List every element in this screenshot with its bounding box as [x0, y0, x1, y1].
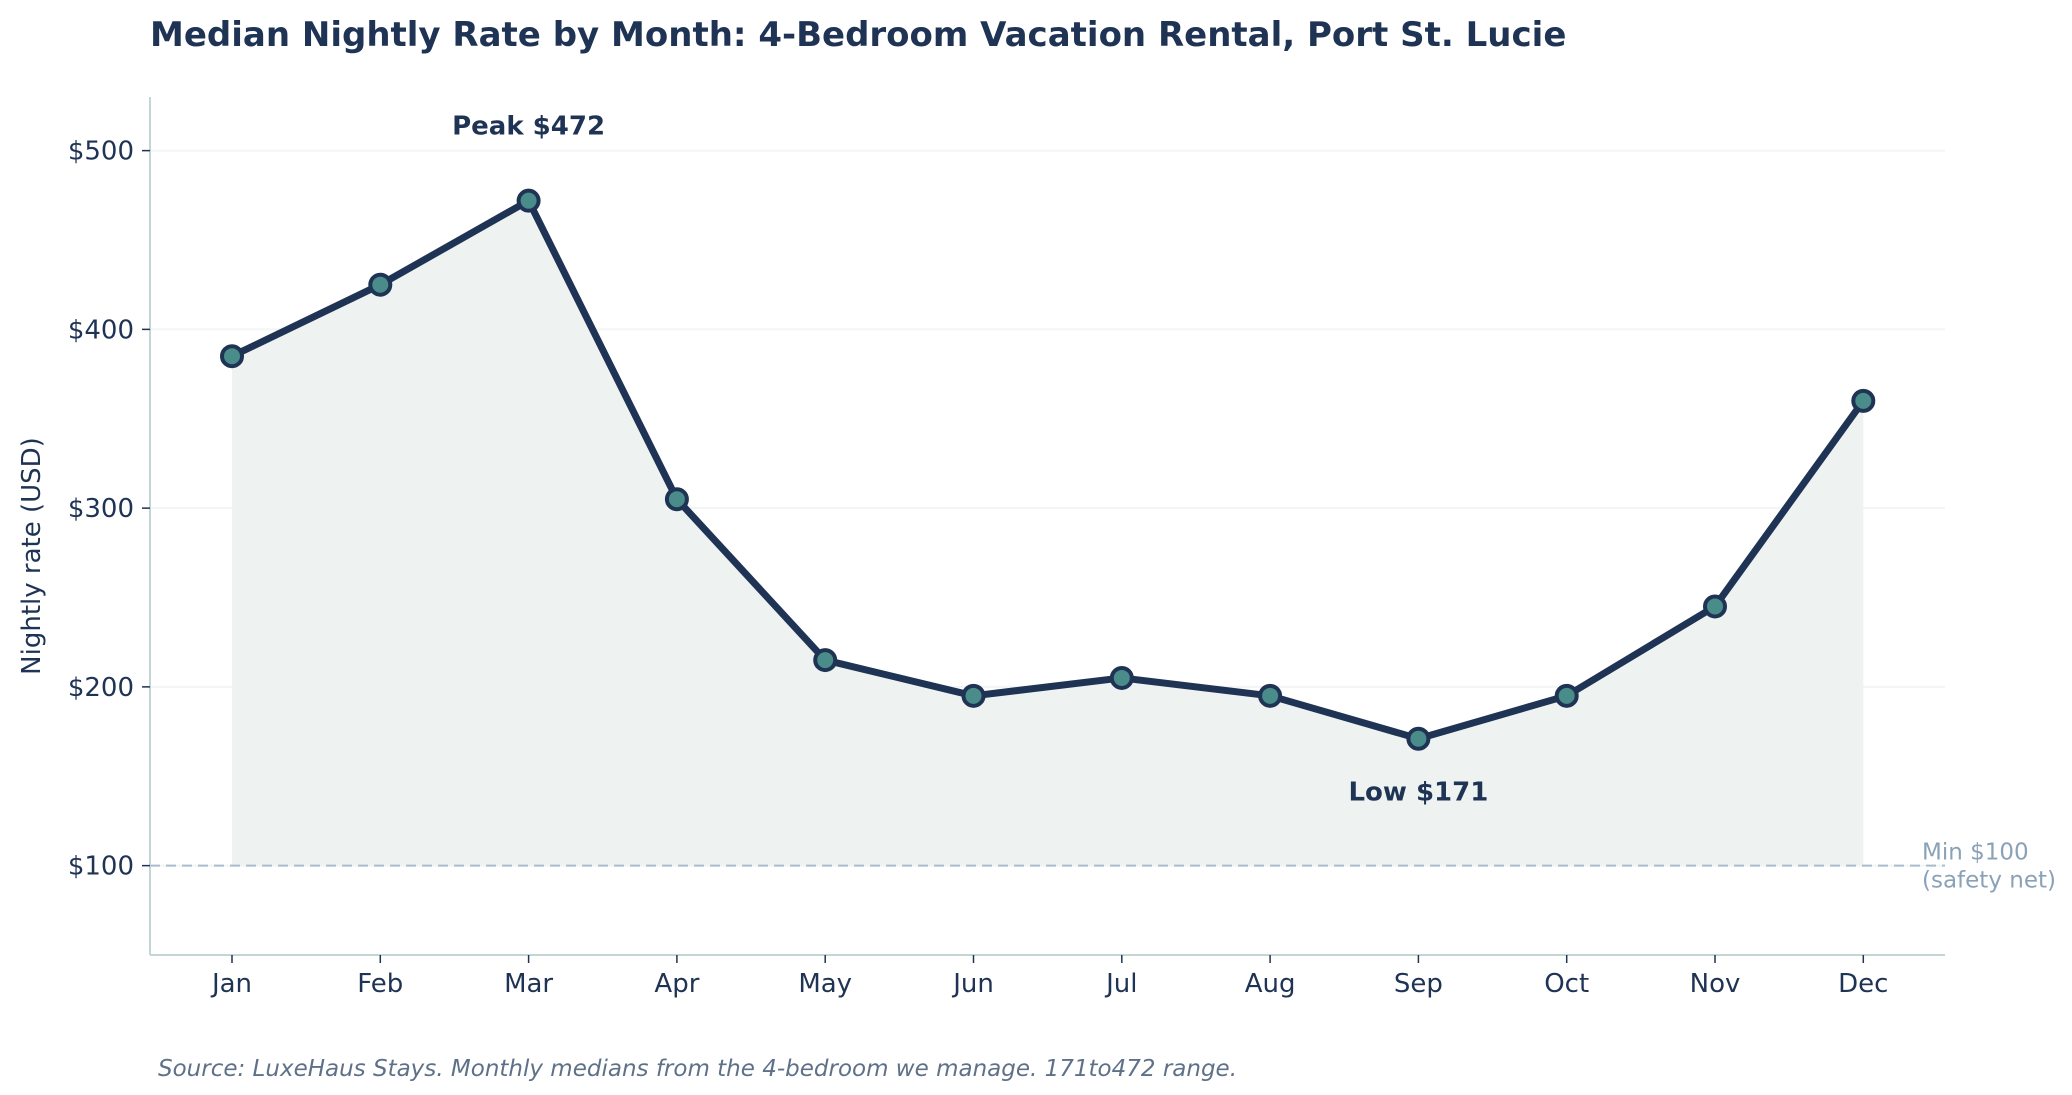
area-fill	[232, 200, 1864, 866]
x-tick-label: Jun	[951, 969, 994, 999]
data-point	[516, 188, 541, 213]
x-tick-label: Sep	[1394, 969, 1443, 999]
x-tick-label: Mar	[504, 969, 553, 999]
data-point	[1851, 388, 1876, 413]
data-point	[1554, 683, 1579, 708]
x-tick-label: Apr	[654, 969, 699, 999]
data-point	[961, 683, 986, 708]
x-tick-label: Aug	[1245, 969, 1296, 999]
annotation-label: Peak $472	[452, 112, 605, 142]
x-ticks: Jan Feb Mar Apr May Jun Jul Aug Sep Oct Nov Dec	[210, 955, 1888, 999]
data-point	[1406, 726, 1431, 751]
data-point	[1258, 683, 1283, 708]
data-point	[1109, 665, 1134, 690]
y-tick-label: $200	[68, 673, 134, 703]
series-line	[228, 197, 1867, 743]
x-tick-label: Jan	[210, 969, 252, 999]
data-point	[813, 648, 838, 673]
reference-line-label: Min $100	[1922, 840, 2029, 866]
annotation-label: Low $171	[1348, 778, 1488, 808]
data-point	[664, 487, 689, 512]
source-note: Source: LuxeHaus Stays. Monthly medians …	[158, 1056, 1237, 1082]
y-tick-label: $400	[68, 315, 134, 345]
y-tick-label: $300	[68, 494, 134, 524]
chart-title: Median Nightly Rate by Month: 4-Bedroom …	[150, 15, 1566, 55]
reference-line-sublabel: (safety net)	[1922, 868, 2056, 894]
y-axis-label: Nightly rate (USD)	[17, 437, 47, 675]
data-point	[1703, 594, 1727, 619]
data-points	[220, 188, 1876, 751]
annotations: Peak $472 Low $171	[452, 112, 1488, 808]
data-point	[220, 344, 244, 369]
y-tick-label: $500	[68, 137, 134, 167]
y-tick-label: $100	[68, 852, 134, 882]
x-tick-label: Dec	[1838, 969, 1888, 999]
y-ticks: $100 $200 $300 $400 $500	[68, 137, 150, 882]
x-tick-label: Oct	[1544, 969, 1589, 999]
x-tick-label: May	[798, 969, 852, 999]
x-tick-label: Jul	[1104, 969, 1137, 999]
data-point	[368, 272, 393, 297]
x-tick-label: Feb	[357, 969, 403, 999]
x-tick-label: Nov	[1690, 969, 1741, 999]
